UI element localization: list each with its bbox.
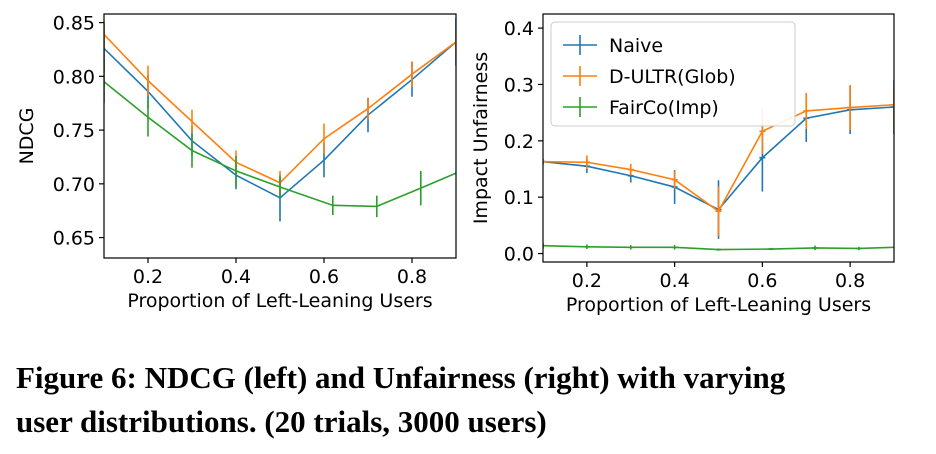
unfairness-axes-frame (542, 13, 895, 263)
caption-line-2: user distributions. (20 trials, 3000 use… (16, 404, 547, 439)
ndcg-chart-panel: 0.2 0.4 0.6 0.8 0.65 0.70 0.75 0.80 0.85 Proporti… (16, 13, 457, 312)
unfairness-y-tick-label: 0.1 (504, 187, 534, 209)
unfairness-x-tick-label: 0.4 (660, 270, 690, 292)
ndcg-plot-area (104, 18, 456, 222)
ndcg-x-tick-label: 0.8 (397, 266, 427, 288)
ndcg-x-tick-label: 0.4 (221, 266, 251, 288)
unfairness-x-axis-label: Proportion of Left-Leaning Users (566, 294, 871, 316)
caption-line-1: Figure 6: NDCG (left) and Unfairness (ri… (16, 360, 786, 395)
ndcg-y-tick-label: 0.80 (53, 66, 95, 88)
ndcg-y-tick-label: 0.75 (53, 120, 95, 142)
ndcg-y-tick-label: 0.85 (53, 13, 95, 35)
unfairness-legend-label-d-ultr-glob: D-ULTR(Glob) (609, 66, 736, 88)
unfairness-y-tick-label: 0.2 (504, 131, 534, 153)
unfairness-y-tick-label: 0.4 (504, 18, 534, 40)
ndcg-x-axis-label: Proportion of Left-Leaning Users (127, 290, 432, 312)
figure-canvas: 0.2 0.4 0.6 0.8 0.65 0.70 0.75 0.80 0.85 Proporti… (16, 13, 895, 316)
unfairness-plot-area (543, 79, 894, 251)
ndcg-series-d-ultr-glob-line (104, 33, 456, 184)
ndcg-y-axis-label: NDCG (16, 108, 38, 165)
figure-caption: Figure 6: NDCG (left) and Unfairness (ri… (16, 356, 926, 444)
unfairness-y-axis-label: Impact Unfairness (470, 52, 492, 224)
unfairness-legend-box (550, 21, 796, 127)
ndcg-x-tick-label: 0.6 (309, 266, 339, 288)
unfairness-legend-label-naive: Naive (609, 35, 663, 57)
ndcg-y-tick-label: 0.65 (53, 228, 95, 250)
unfairness-legend-label-fairco-imp: FairCo(Imp) (609, 97, 719, 119)
unfairness-legend: Naive D-ULTR(Glob) FairCo(Imp) (550, 21, 796, 127)
unfairness-x-tick-label: 0.6 (747, 270, 777, 292)
unfairness-y-tick-label: 0.3 (504, 74, 534, 96)
ndcg-x-tick-label: 0.2 (133, 266, 163, 288)
unfairness-x-tick-label: 0.2 (572, 270, 602, 292)
ndcg-axes-frame (103, 13, 457, 259)
ndcg-y-tick-label: 0.70 (53, 174, 95, 196)
unfairness-y-tick-label: 0.0 (504, 244, 534, 266)
unfairness-x-tick-label: 0.8 (835, 270, 865, 292)
